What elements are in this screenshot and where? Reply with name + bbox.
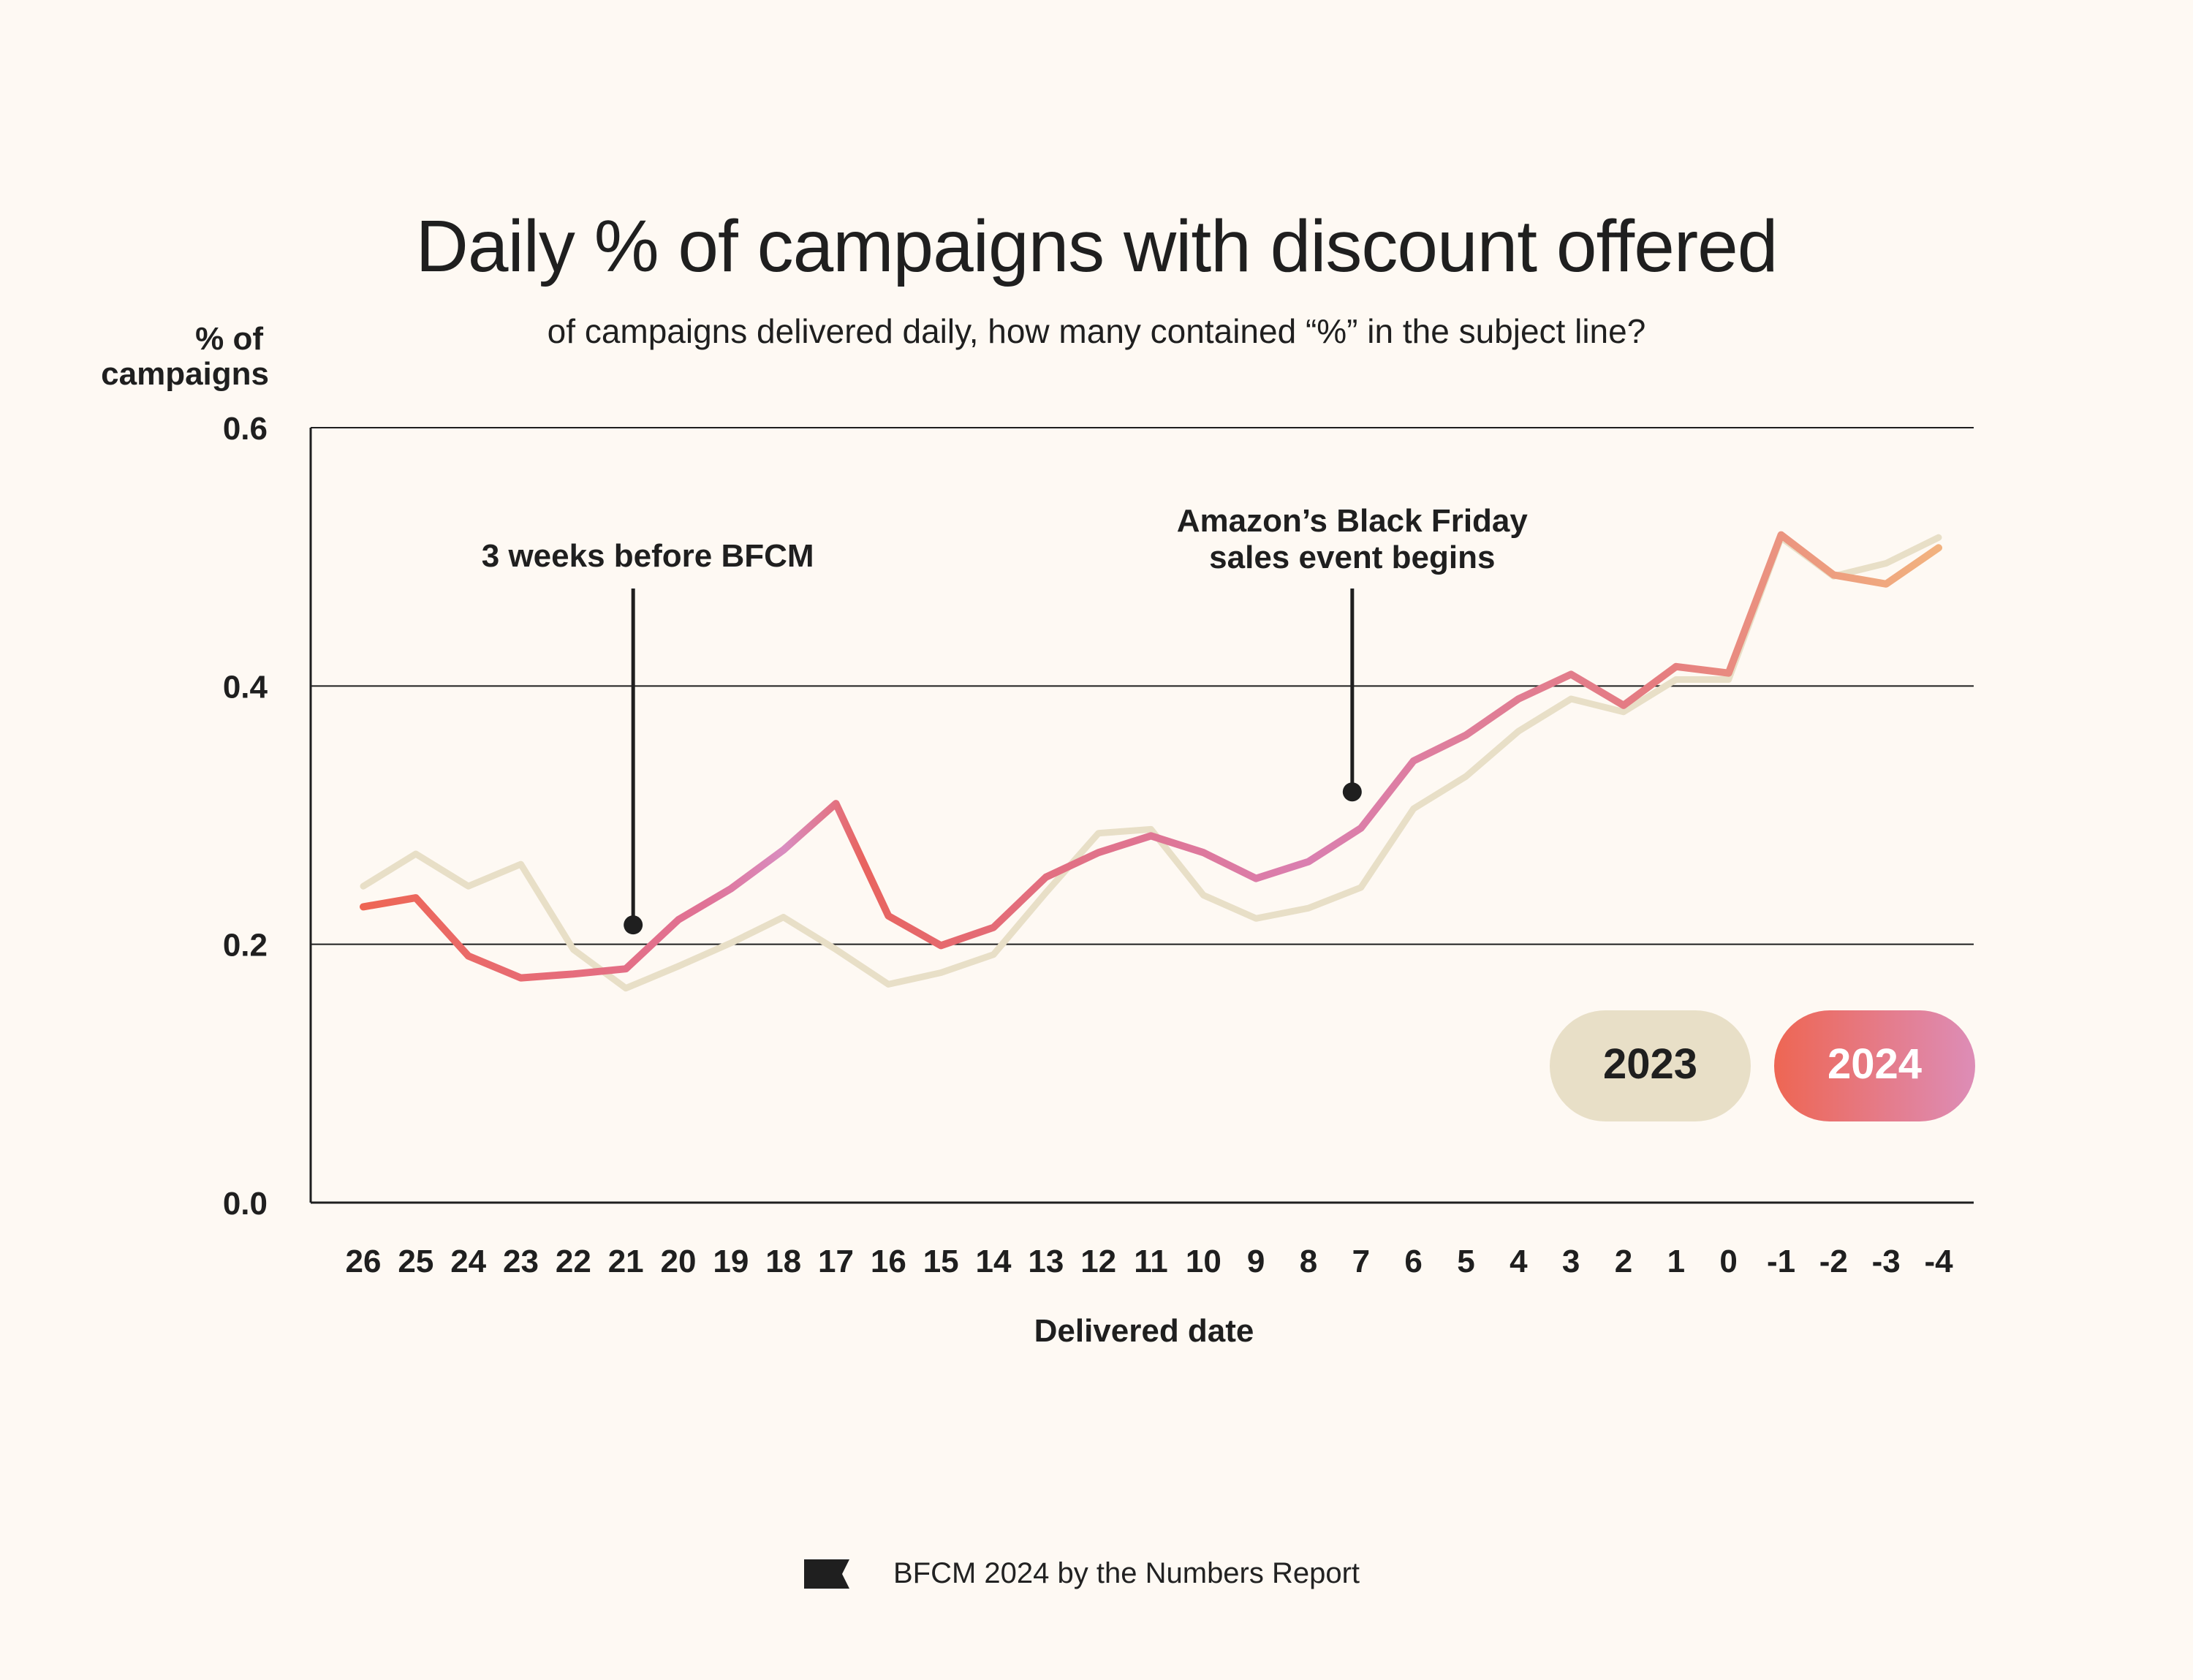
x-tick-label: 15 — [923, 1244, 959, 1279]
x-tick-label: 5 — [1457, 1244, 1474, 1279]
x-tick-label: 17 — [818, 1244, 854, 1279]
x-tick-label: 3 — [1562, 1244, 1580, 1279]
x-tick-label: 1 — [1667, 1244, 1685, 1279]
x-tick-label: 20 — [661, 1244, 697, 1279]
chart-title: Daily % of campaigns with discount offer… — [415, 205, 1779, 287]
x-tick-label: 2 — [1615, 1244, 1632, 1279]
legend-pill-2023[interactable] — [1550, 1010, 1751, 1121]
y-axis-label-line1: % of — [195, 321, 263, 357]
legend-pill-2024[interactable] — [1774, 1010, 1975, 1121]
x-tick-label: -2 — [1819, 1244, 1848, 1279]
annotation-dot — [1342, 782, 1362, 802]
annotation-label: Amazon’s Black Friday — [1177, 503, 1529, 539]
series-line-2023 — [360, 534, 1942, 992]
annotation-label: sales event begins — [1209, 540, 1495, 575]
x-tick-label: 13 — [1028, 1244, 1064, 1279]
legend-label: 2024 — [1828, 1040, 1922, 1088]
x-tick-label: 0 — [1719, 1244, 1737, 1279]
x-tick-label: -4 — [1924, 1244, 1953, 1279]
chart-subtitle: of campaigns delivered daily, how many c… — [547, 312, 1646, 350]
x-tick-label: 14 — [976, 1244, 1012, 1279]
x-tick-label: 6 — [1404, 1244, 1422, 1279]
footer: BFCM 2024 by the Numbers Report — [804, 1557, 1360, 1590]
y-axis-label-line2: campaigns — [101, 356, 269, 392]
y-tick-label: 0.0 — [223, 1186, 268, 1222]
footer-text: BFCM 2024 by the Numbers Report — [893, 1557, 1360, 1589]
x-tick-label: -3 — [1872, 1244, 1901, 1279]
series-line-2024 — [360, 531, 1942, 982]
x-tick-label: 12 — [1080, 1244, 1116, 1279]
x-tick-label: 4 — [1510, 1244, 1528, 1279]
x-tick-label: 26 — [346, 1244, 382, 1279]
x-axis-label: Delivered date — [1034, 1313, 1254, 1349]
x-tick-label: 16 — [871, 1244, 906, 1279]
x-tick-label: 11 — [1134, 1244, 1168, 1279]
x-tick-label: 25 — [398, 1244, 433, 1279]
x-tick-label: 23 — [503, 1244, 539, 1279]
x-tick-label: 8 — [1300, 1244, 1317, 1279]
x-tick-label: 9 — [1247, 1244, 1265, 1279]
legend-label: 2023 — [1603, 1040, 1697, 1088]
x-tick-label: 19 — [713, 1244, 749, 1279]
x-tick-label: 24 — [450, 1244, 486, 1279]
x-tick-label: 21 — [608, 1244, 644, 1279]
x-tick-label: 10 — [1186, 1244, 1222, 1279]
x-tick-label: -1 — [1767, 1244, 1795, 1279]
x-tick-label: 18 — [765, 1244, 801, 1279]
x-tick-label: 22 — [556, 1244, 591, 1279]
annotation-label: 3 weeks before BFCM — [482, 538, 814, 574]
y-tick-label: 0.6 — [223, 411, 268, 447]
x-tick-label: 7 — [1352, 1244, 1370, 1279]
y-tick-label: 0.2 — [223, 928, 268, 964]
y-tick-label: 0.4 — [223, 669, 268, 705]
flag-icon — [804, 1559, 849, 1589]
annotation-dot — [624, 915, 643, 935]
